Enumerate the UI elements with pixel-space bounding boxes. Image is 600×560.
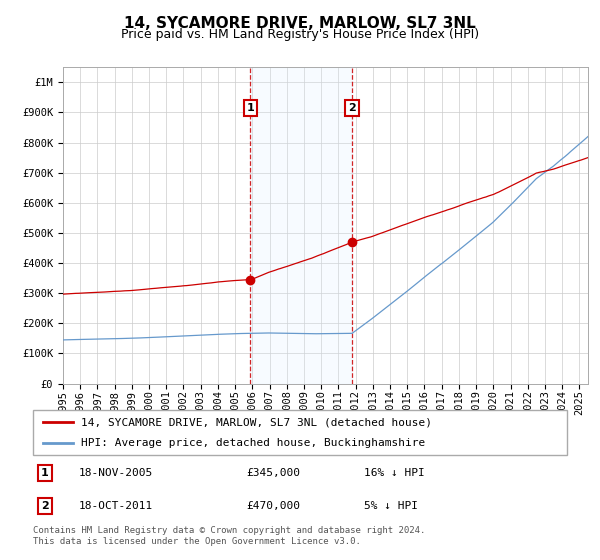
Text: 2: 2: [348, 103, 356, 113]
Text: £345,000: £345,000: [247, 468, 301, 478]
Text: 14, SYCAMORE DRIVE, MARLOW, SL7 3NL: 14, SYCAMORE DRIVE, MARLOW, SL7 3NL: [124, 16, 476, 31]
Text: 16% ↓ HPI: 16% ↓ HPI: [364, 468, 425, 478]
Text: HPI: Average price, detached house, Buckinghamshire: HPI: Average price, detached house, Buck…: [81, 437, 425, 447]
Text: 1: 1: [41, 468, 49, 478]
Text: £470,000: £470,000: [247, 501, 301, 511]
Text: 18-NOV-2005: 18-NOV-2005: [79, 468, 152, 478]
FancyBboxPatch shape: [33, 410, 567, 455]
Bar: [250, 67, 352, 384]
Text: Price paid vs. HM Land Registry's House Price Index (HPI): Price paid vs. HM Land Registry's House …: [121, 28, 479, 41]
Text: 1: 1: [247, 103, 254, 113]
Text: 2: 2: [41, 501, 49, 511]
Text: 14, SYCAMORE DRIVE, MARLOW, SL7 3NL (detached house): 14, SYCAMORE DRIVE, MARLOW, SL7 3NL (det…: [81, 417, 432, 427]
Text: Contains HM Land Registry data © Crown copyright and database right 2024.
This d: Contains HM Land Registry data © Crown c…: [33, 526, 425, 546]
Text: 5% ↓ HPI: 5% ↓ HPI: [364, 501, 418, 511]
Text: 18-OCT-2011: 18-OCT-2011: [79, 501, 152, 511]
